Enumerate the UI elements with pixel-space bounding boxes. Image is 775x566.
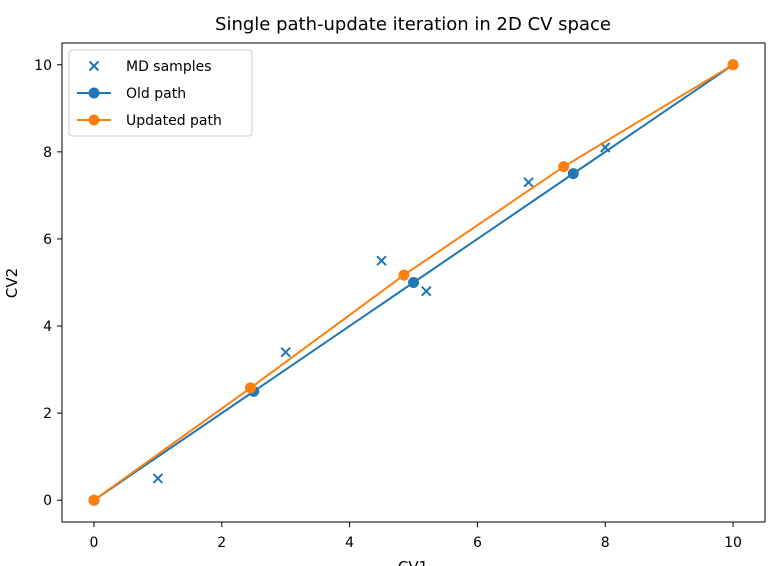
y-tick-label: 4	[43, 319, 52, 335]
data-point-md-samples	[421, 286, 432, 297]
y-tick-label: 2	[43, 406, 52, 422]
legend-item-old-path: Old path	[77, 86, 186, 102]
x-tick-label: 2	[217, 535, 226, 551]
x-axis-label: CV1	[398, 558, 428, 566]
legend: MD samples Old path Updated path	[68, 49, 253, 137]
axis-ticks: 0 2 4 6 8 10 0 2 4 6 8 10	[34, 58, 742, 551]
series-updated-path	[88, 59, 739, 506]
x-tick-label: 8	[601, 535, 610, 551]
legend-marker	[88, 114, 100, 126]
data-point-updated-path	[245, 382, 257, 394]
x-tick-label: 4	[345, 535, 354, 551]
legend-marker	[88, 87, 100, 99]
data-point-md-samples	[152, 473, 164, 484]
data-point-updated-path	[727, 59, 739, 71]
y-tick-label: 6	[43, 232, 52, 248]
y-tick-label: 10	[34, 58, 52, 74]
data-point-old-path	[408, 277, 419, 288]
legend-item-updated-path: Updated path	[77, 113, 222, 129]
data-point-old-path	[567, 168, 579, 180]
legend-item-md-samples: MD samples	[88, 59, 212, 75]
data-point-updated-path	[558, 161, 570, 173]
legend-marker	[88, 60, 100, 72]
legend-label: Old path	[126, 86, 186, 102]
y-axis-label: CV2	[3, 268, 21, 298]
plot-area	[88, 59, 739, 506]
data-point-md-samples	[280, 346, 291, 358]
legend-box	[68, 49, 253, 137]
x-tick-label: 0	[89, 535, 98, 551]
data-point-md-samples	[376, 255, 387, 266]
x-tick-label: 10	[724, 535, 742, 551]
data-point-updated-path	[398, 269, 410, 281]
data-point-md-samples	[523, 177, 534, 188]
axes-frame	[61, 42, 766, 523]
legend-label: MD samples	[126, 59, 212, 75]
y-tick-label: 8	[43, 145, 52, 161]
x-tick-label: 6	[473, 535, 482, 551]
y-tick-label: 0	[43, 493, 52, 509]
data-point-updated-path	[88, 494, 100, 506]
chart-title: Single path-update iteration in 2D CV sp…	[215, 14, 611, 35]
series-md-samples	[152, 142, 611, 484]
legend-label: Updated path	[126, 113, 222, 129]
